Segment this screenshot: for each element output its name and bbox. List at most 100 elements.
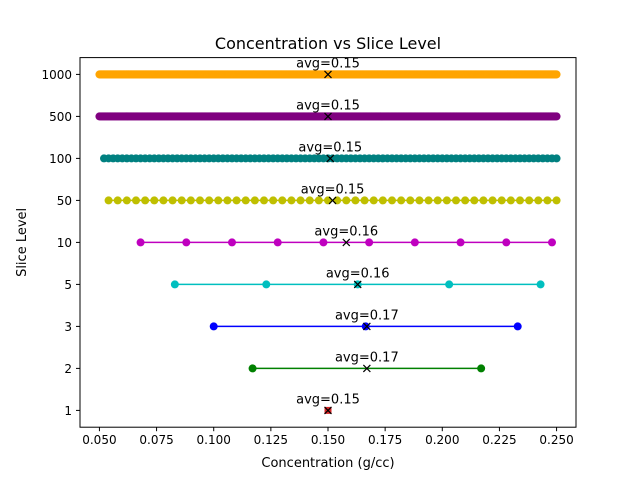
avg-marker	[353, 280, 362, 289]
avg-label: avg=0.15	[298, 140, 362, 155]
data-point	[365, 238, 374, 247]
data-point	[388, 196, 396, 205]
data-point	[269, 196, 278, 205]
data-point	[516, 196, 524, 205]
avg-label: avg=0.15	[296, 98, 360, 113]
series-10: avg=0.16	[136, 224, 556, 247]
data-point	[360, 196, 369, 205]
avg-marker	[362, 322, 371, 331]
data-point	[351, 196, 360, 205]
y-tick-label: 100	[49, 152, 72, 166]
data-point	[361, 322, 370, 331]
data-point	[502, 238, 511, 247]
data-point	[506, 196, 515, 205]
y-tick-label: 10	[57, 236, 72, 250]
data-point	[296, 196, 305, 205]
data-point	[452, 196, 460, 205]
y-axis: 1 2 3 5 10 50 100 500 1000	[41, 68, 80, 418]
data-point	[415, 196, 424, 205]
data-point	[410, 238, 419, 247]
data-point	[552, 112, 561, 121]
data-point	[534, 196, 543, 205]
avg-marker	[324, 70, 332, 79]
data-point	[369, 196, 378, 205]
data-point	[552, 196, 561, 205]
data-point	[122, 196, 131, 205]
data-point	[324, 196, 332, 205]
data-point	[333, 196, 342, 205]
x-tick-label: 0.100	[197, 433, 231, 447]
data-point	[205, 196, 214, 205]
avg-label: avg=0.17	[335, 350, 399, 365]
x-tick-label: 0.125	[254, 433, 288, 447]
data-point	[273, 238, 282, 247]
data-point	[319, 238, 328, 247]
y-axis-label: Slice Level	[15, 208, 30, 277]
y-tick-label: 5	[64, 278, 72, 292]
data-point	[262, 280, 271, 289]
data-point	[397, 196, 406, 205]
data-point	[488, 196, 497, 205]
data-point	[548, 238, 556, 247]
series-5: avg=0.16	[170, 266, 545, 289]
avg-label: avg=0.15	[296, 392, 360, 407]
data-point	[536, 280, 545, 289]
data-point	[497, 196, 506, 205]
avg-label: avg=0.15	[296, 56, 360, 71]
data-point	[250, 196, 259, 205]
data-point	[305, 196, 314, 205]
y-tick-label: 50	[57, 194, 72, 208]
data-point	[186, 196, 195, 205]
data-point	[136, 238, 145, 247]
data-point	[241, 196, 250, 205]
x-tick-label: 0.200	[425, 433, 459, 447]
data-point	[552, 70, 561, 79]
data-point	[342, 196, 351, 205]
data-point	[104, 196, 113, 205]
data-point	[477, 364, 486, 373]
data-point	[479, 196, 488, 205]
data-point	[228, 238, 236, 247]
x-tick-label: 0.050	[82, 433, 116, 447]
data-point	[287, 196, 296, 205]
data-point	[456, 238, 465, 247]
data-point	[248, 364, 257, 373]
avg-marker	[324, 112, 332, 121]
series-500: avg=0.15	[95, 98, 561, 121]
y-tick-label: 3	[64, 320, 72, 334]
avg-label: avg=0.16	[314, 224, 378, 239]
series-layer: avg=0.15 avg=0.17 avg=0.17 avg=0.16 avg=0.16…	[95, 56, 561, 415]
series-1: avg=0.15	[296, 392, 360, 415]
data-point	[168, 196, 177, 205]
data-point	[196, 196, 204, 205]
data-point	[141, 196, 150, 205]
x-tick-label: 0.250	[539, 433, 573, 447]
data-point	[406, 196, 415, 205]
data-point	[461, 196, 470, 205]
series-100: avg=0.15	[100, 140, 561, 163]
data-point	[378, 196, 387, 205]
y-tick-label: 500	[49, 110, 72, 124]
data-point	[223, 196, 232, 205]
data-point	[314, 196, 323, 205]
avg-marker	[342, 238, 351, 247]
x-tick-label: 0.075	[139, 433, 173, 447]
data-point	[150, 196, 159, 205]
avg-marker	[328, 196, 337, 205]
data-point	[445, 280, 454, 289]
data-point	[159, 196, 168, 205]
data-point	[278, 196, 287, 205]
data-point	[552, 154, 561, 163]
series-3: avg=0.17	[209, 308, 522, 331]
series-1000: avg=0.15	[95, 56, 561, 79]
series-2: avg=0.17	[248, 350, 486, 373]
data-point	[113, 196, 122, 205]
data-point	[470, 196, 479, 205]
data-point	[209, 322, 218, 331]
avg-marker	[326, 154, 335, 163]
avg-marker	[362, 364, 371, 373]
data-point	[260, 196, 268, 205]
data-point	[182, 238, 191, 247]
